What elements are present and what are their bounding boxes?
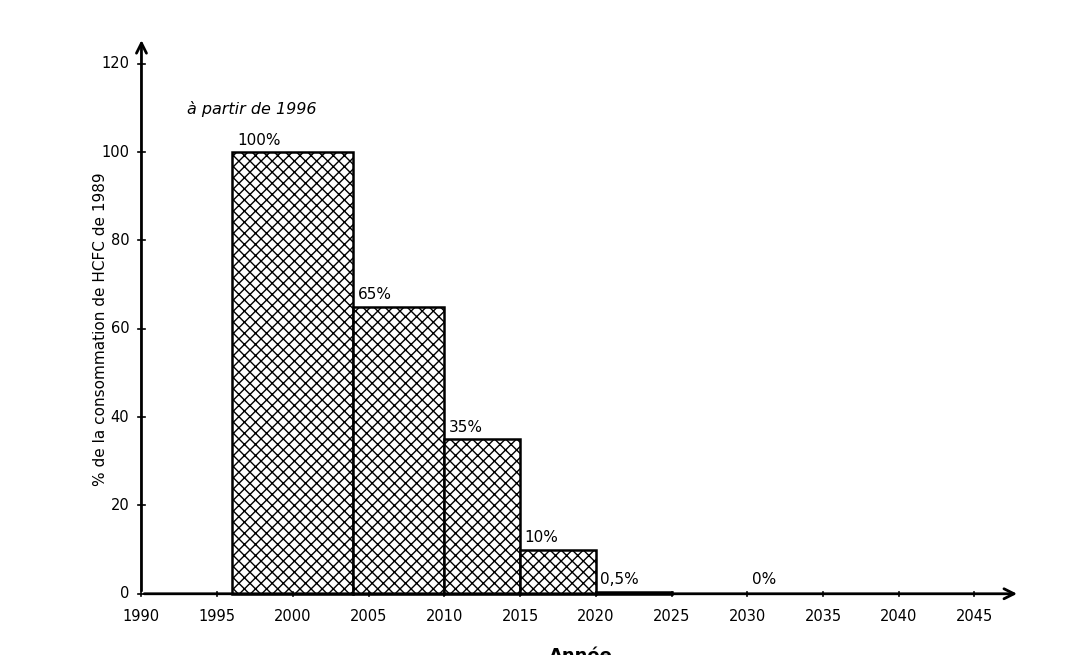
Text: 2000: 2000 [274,609,312,624]
Bar [233,152,353,594]
Text: 1990: 1990 [123,609,160,624]
Text: 2015: 2015 [501,609,539,624]
Text: 0,5%: 0,5% [601,572,639,587]
Text: 0%: 0% [752,572,776,587]
Text: 2025: 2025 [653,609,690,624]
Text: 80: 80 [111,233,129,248]
Bar [444,440,520,594]
Text: 100%: 100% [237,133,281,148]
Text: 60: 60 [111,322,129,336]
Bar [520,550,595,594]
Bar [595,591,671,594]
Text: 2040: 2040 [880,609,918,624]
Text: 10%: 10% [525,530,558,545]
Bar [353,307,444,594]
Text: 2010: 2010 [426,609,463,624]
Text: Année: Année [548,646,612,655]
Text: 65%: 65% [359,288,392,303]
Text: 40: 40 [111,409,129,424]
Text: 120: 120 [101,56,129,71]
Text: % de la consommation de HCFC de 1989: % de la consommation de HCFC de 1989 [93,172,108,485]
Text: 2045: 2045 [956,609,993,624]
Text: 0: 0 [120,586,129,601]
Text: 2020: 2020 [577,609,615,624]
Text: 35%: 35% [449,420,483,435]
Text: 2030: 2030 [729,609,766,624]
Text: 100: 100 [101,145,129,160]
Text: 1995: 1995 [198,609,236,624]
Text: 20: 20 [111,498,129,513]
Text: 2005: 2005 [350,609,387,624]
Text: 2035: 2035 [805,609,842,624]
Text: à partir de 1996: à partir de 1996 [187,101,317,117]
